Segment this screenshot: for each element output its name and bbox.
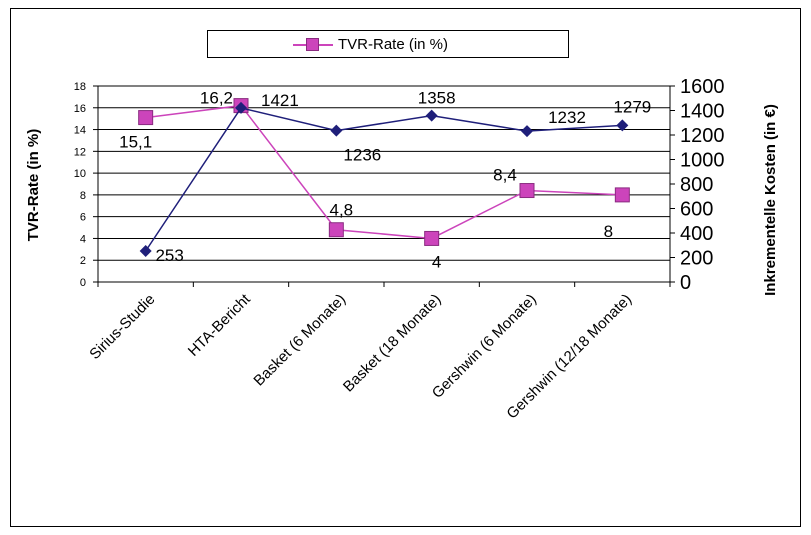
cost-data-label: 1279: [613, 97, 651, 116]
y-tick-label-right: 200: [680, 248, 713, 270]
legend-label: TVR-Rate (in %): [338, 36, 449, 53]
y-tick-label-right: 800: [680, 174, 713, 196]
y-tick-label-right: 600: [680, 199, 713, 221]
tvr-square-marker: [614, 187, 630, 203]
y-tick-label-left: 8: [80, 190, 86, 202]
cost-data-label: 1232: [548, 108, 586, 127]
y-tick-label-left: 16: [74, 103, 86, 115]
y-axis-left-title: TVR-Rate (in %): [25, 129, 42, 242]
chart-frame: [10, 8, 801, 527]
series: [138, 98, 630, 258]
cost-data-label: 1358: [418, 89, 456, 108]
tvr-data-label: 8: [604, 222, 613, 241]
y-tick-label-left: 4: [80, 233, 86, 245]
x-category-label: HTA-Bericht: [185, 290, 255, 360]
y-tick-label-right: 1400: [680, 101, 725, 123]
cost-series-line: [145, 107, 623, 252]
legend-square-marker-icon: [306, 38, 319, 51]
y-tick-label-left: 14: [74, 125, 86, 137]
cost-data-label: 253: [155, 246, 183, 265]
x-category-label: Sirius-Studie: [86, 291, 158, 363]
y-tick-label-right: 1000: [680, 150, 725, 172]
y-axis-right-title: Inkrementelle Kosten (in €): [762, 104, 779, 296]
tvr-data-label: 4,8: [330, 201, 354, 220]
y-tick-label-left: 12: [74, 146, 86, 158]
x-category-label: Basket (18 Monate): [340, 291, 445, 396]
data-labels: 15,1 16,2 4,8 4 8,4 8 253 1421 1236 1358 1232 1279: [119, 89, 651, 272]
y-tick-label-right: 1600: [680, 76, 725, 98]
tvr-square-marker: [424, 230, 440, 246]
tvr-square-marker: [328, 222, 344, 238]
y-tick-label-left: 6: [80, 212, 86, 224]
cost-diamond-marker: [235, 101, 247, 114]
cost-diamond-marker: [616, 119, 629, 132]
legend: TVR-Rate (in %): [207, 30, 569, 58]
cost-diamond-marker: [425, 109, 438, 122]
x-category-label: Basket (6 Monate): [250, 291, 349, 390]
tvr-series-line: [145, 104, 623, 240]
tvr-data-label: 16,2: [200, 89, 233, 108]
cost-diamond-marker: [330, 124, 343, 137]
x-category-label: Gershwin (6 Monate): [429, 291, 540, 402]
y-tick-label-right: 400: [680, 223, 713, 245]
cost-data-label: 1236: [343, 146, 381, 165]
tvr-data-label: 8,4: [493, 166, 517, 185]
cost-data-label: 1421: [261, 91, 299, 110]
y-tick-label-right: 1200: [680, 125, 725, 147]
tvr-square-marker: [519, 183, 535, 199]
y-tick-label-right: 0: [680, 272, 691, 294]
cost-diamond-marker: [521, 125, 533, 138]
y-tick-label-left: 0: [80, 277, 86, 289]
cost-diamond-marker: [139, 245, 152, 258]
tvr-square-marker: [138, 110, 154, 126]
tvr-data-label: 4: [432, 252, 441, 271]
y-tick-label-left: 2: [80, 255, 86, 267]
tvr-data-label: 15,1: [119, 133, 152, 152]
y-tick-label-left: 10: [74, 168, 86, 180]
y-tick-label-left: 18: [74, 81, 86, 93]
